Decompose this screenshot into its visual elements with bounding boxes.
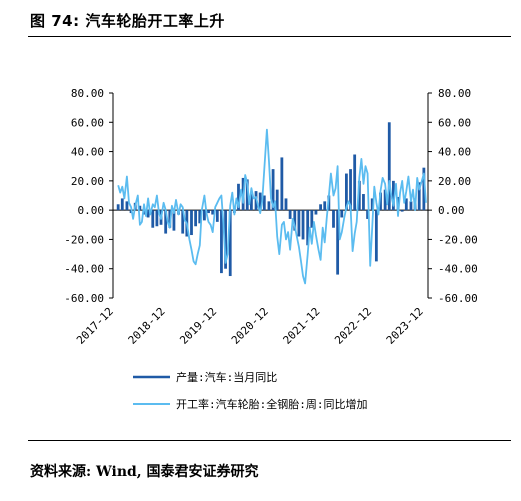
bar bbox=[120, 198, 124, 211]
y-tick-label-right: 80.00 bbox=[438, 87, 471, 100]
y-tick-label-left: 80.00 bbox=[71, 87, 104, 100]
bar bbox=[366, 210, 369, 219]
bar bbox=[146, 210, 150, 218]
bar bbox=[345, 173, 348, 211]
y-tick-label-left: -60.00 bbox=[64, 292, 104, 305]
bar bbox=[319, 204, 322, 211]
bar bbox=[379, 192, 382, 211]
bar bbox=[224, 210, 227, 269]
x-tick-label: 2020-12 bbox=[229, 305, 271, 347]
y-tick-label-left: 40.00 bbox=[71, 146, 104, 159]
bar bbox=[297, 210, 301, 237]
bar bbox=[228, 210, 232, 277]
bottom-divider bbox=[28, 440, 511, 441]
bar bbox=[336, 210, 340, 275]
y-tick-label-left: 0.00 bbox=[78, 204, 105, 217]
legend-label: 开工率:汽车轮胎:全钢胎:周:同比增加 bbox=[176, 397, 368, 411]
bar bbox=[215, 210, 219, 222]
bar bbox=[417, 182, 421, 211]
bar bbox=[245, 179, 249, 211]
series-line-path bbox=[117, 128, 427, 285]
y-tick-label-right: 40.00 bbox=[438, 146, 471, 159]
bar bbox=[323, 201, 327, 211]
bar bbox=[207, 210, 210, 214]
bar bbox=[387, 122, 391, 211]
bar bbox=[211, 210, 215, 215]
bar bbox=[190, 210, 193, 236]
bar bbox=[288, 210, 292, 219]
bar bbox=[280, 157, 284, 211]
x-tick-label: 2021-12 bbox=[281, 305, 323, 347]
y-tick-label-right: 20.00 bbox=[438, 175, 471, 188]
bar bbox=[203, 210, 206, 221]
bar bbox=[151, 210, 155, 228]
top-divider bbox=[28, 36, 511, 37]
bar bbox=[340, 210, 344, 218]
bar bbox=[237, 183, 240, 211]
y-tick-label-right: 0.00 bbox=[438, 204, 465, 217]
series-bars bbox=[116, 122, 426, 277]
y-tick-label-right: -40.00 bbox=[438, 263, 478, 276]
bar bbox=[310, 210, 314, 228]
bar bbox=[349, 169, 352, 211]
bar bbox=[164, 210, 168, 234]
bar bbox=[383, 189, 387, 211]
x-axis-labels: 2017-12 2018-12 2019-12 2020-12 2021-12 2022-… bbox=[74, 305, 426, 347]
chart-title: 图 74: 汽车轮胎开工率上升 bbox=[30, 12, 225, 30]
y-tick-label-left: -20.00 bbox=[64, 233, 104, 246]
bar bbox=[306, 210, 310, 246]
x-tick-label: 2022-12 bbox=[332, 305, 374, 347]
bar bbox=[374, 210, 378, 262]
series-line bbox=[117, 128, 427, 285]
y-tick-label-left: 20.00 bbox=[71, 175, 104, 188]
bar bbox=[181, 210, 185, 234]
bar bbox=[392, 180, 395, 211]
bar bbox=[116, 204, 120, 211]
x-tick-label: 2017-12 bbox=[74, 305, 116, 347]
y-tick-label-left: 60.00 bbox=[71, 116, 104, 129]
y-tick-label-right: -20.00 bbox=[438, 233, 478, 246]
bar bbox=[271, 169, 275, 211]
bar bbox=[198, 210, 202, 224]
bar bbox=[370, 198, 374, 211]
bar bbox=[267, 201, 271, 211]
bar bbox=[172, 210, 176, 231]
bar bbox=[258, 192, 262, 211]
bar bbox=[314, 210, 318, 215]
bar bbox=[293, 210, 297, 231]
bar bbox=[409, 201, 413, 211]
bar bbox=[332, 210, 335, 228]
bar bbox=[400, 210, 404, 212]
source-note: 资料来源: Wind, 国泰君安证券研究 bbox=[30, 464, 259, 480]
bar bbox=[155, 210, 159, 227]
bar bbox=[142, 210, 146, 215]
bar bbox=[422, 167, 426, 211]
x-tick-label: 2019-12 bbox=[177, 305, 219, 347]
y-tick-label-right: 60.00 bbox=[438, 116, 471, 129]
bar bbox=[275, 189, 279, 211]
bar bbox=[262, 195, 266, 211]
x-tick-label: 2018-12 bbox=[126, 305, 168, 347]
bar bbox=[138, 205, 142, 211]
x-tick-label: 2023-12 bbox=[384, 305, 426, 347]
bar bbox=[301, 210, 305, 240]
bar bbox=[362, 194, 365, 211]
y-tick-label-right: -60.00 bbox=[438, 292, 478, 305]
bar bbox=[357, 180, 361, 211]
bar bbox=[125, 201, 129, 211]
bar bbox=[353, 154, 357, 211]
chart: 80.00 60.00 40.00 20.00 0.00 -20.00 -40.00 -60.… bbox=[64, 87, 478, 411]
axes: 80.00 60.00 40.00 20.00 0.00 -20.00 -40.00 -60.… bbox=[64, 87, 478, 305]
y-tick-label-left: -40.00 bbox=[64, 263, 104, 276]
bar bbox=[404, 198, 408, 211]
bar bbox=[284, 198, 288, 211]
bar bbox=[194, 210, 198, 227]
bar bbox=[220, 210, 223, 274]
legend-label: 产量:汽车:当月同比 bbox=[176, 370, 277, 384]
bar bbox=[249, 194, 253, 211]
